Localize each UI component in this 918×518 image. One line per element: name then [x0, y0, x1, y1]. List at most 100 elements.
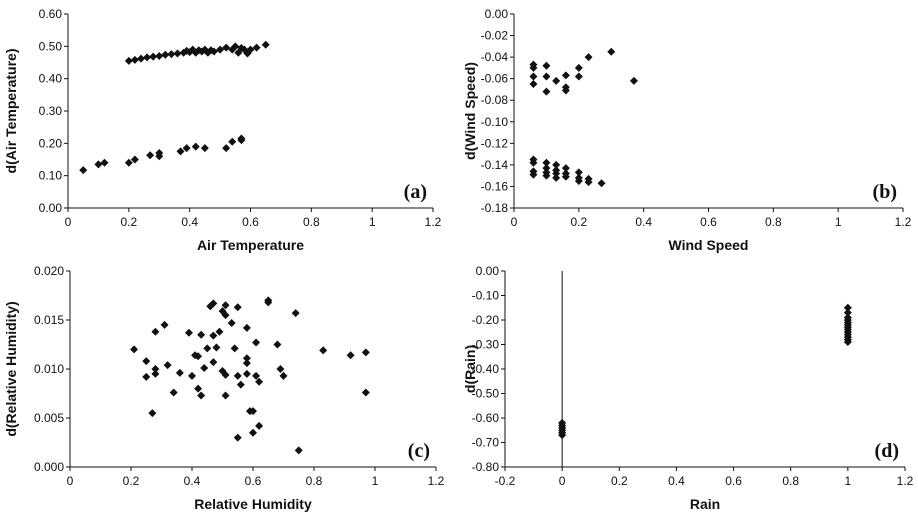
y-tick-label: -0.30: [472, 338, 500, 352]
data-point: [255, 377, 264, 386]
data-point: [182, 144, 191, 153]
data-point: [529, 158, 538, 167]
data-point: [843, 308, 852, 317]
data-point: [151, 327, 160, 336]
x-tick-label: 1.2: [428, 474, 445, 488]
x-tick-label: 1: [835, 215, 842, 229]
data-point: [361, 388, 370, 397]
x-tick-label: 0.4: [668, 474, 685, 488]
data-point: [542, 72, 551, 81]
data-point: [184, 328, 193, 337]
y-tick-label: -0.10: [472, 289, 500, 303]
data-point: [79, 166, 88, 175]
data-point: [584, 178, 593, 187]
y-tick-label: 0.015: [34, 313, 64, 327]
data-point: [252, 338, 261, 347]
data-point: [542, 61, 551, 70]
y-tick-label: -0.10: [481, 115, 509, 129]
panel-label: (b): [873, 181, 897, 203]
data-point: [361, 348, 370, 357]
data-point: [124, 158, 133, 167]
data-point: [561, 164, 570, 173]
data-point: [607, 47, 616, 56]
y-tick-label: -0.80: [472, 460, 500, 474]
y-axis-label: d(Rain): [462, 345, 478, 393]
x-tick-label: 0.6: [242, 215, 259, 229]
y-tick-label: -0.16: [481, 179, 509, 193]
data-point: [200, 144, 209, 153]
chart-panel-d: -0.2 0 0.2 0.4 0.6 0.8 1 1.2-0.80-0.70-0.60-0.5…: [462, 264, 914, 512]
data-point: [237, 134, 246, 143]
data-point: [346, 351, 355, 360]
x-axis-label: Wind Speed: [669, 237, 749, 253]
data-point: [221, 301, 230, 310]
y-tick-label: 0.20: [39, 136, 63, 150]
x-tick-label: 0: [67, 474, 74, 488]
data-point: [169, 388, 178, 397]
data-point: [574, 177, 583, 186]
data-point: [215, 327, 224, 336]
data-point: [151, 365, 160, 373]
y-tick-label: 0.50: [39, 39, 63, 53]
data-point: [231, 42, 240, 51]
data-point: [255, 421, 264, 430]
x-tick-label: 0: [511, 215, 518, 229]
y-tick-label: 0.00: [476, 264, 500, 278]
y-tick-label: -0.20: [472, 313, 500, 327]
data-point: [151, 369, 160, 378]
data-point: [221, 370, 230, 379]
x-tick-label: 0.8: [306, 474, 323, 488]
data-point: [233, 433, 242, 442]
data-point: [142, 357, 151, 366]
data-point: [227, 318, 236, 327]
x-tick-label: 1: [369, 215, 376, 229]
data-point: [529, 63, 538, 72]
data-point: [216, 45, 225, 54]
y-tick-label: 0.30: [39, 104, 63, 118]
y-tick-label: -0.50: [472, 387, 500, 401]
data-point: [197, 391, 206, 400]
y-tick-label: 0.00: [485, 7, 509, 21]
x-tick-label: 0: [65, 215, 72, 229]
data-point: [149, 52, 158, 61]
data-point: [561, 71, 570, 80]
data-point: [242, 354, 251, 363]
data-point: [143, 53, 152, 62]
data-point: [188, 371, 196, 380]
data-point: [228, 137, 237, 146]
y-tick-label: -0.18: [481, 201, 509, 215]
x-tick-label: -0.2: [495, 474, 516, 488]
x-tick-label: 0.2: [123, 474, 140, 488]
data-point: [242, 359, 251, 368]
data-point: [222, 144, 231, 153]
data-point: [137, 54, 145, 63]
data-point: [142, 372, 151, 381]
data-point: [222, 43, 231, 52]
data-point: [529, 72, 538, 81]
panel-label: (c): [408, 440, 430, 462]
data-point: [843, 303, 852, 312]
data-point: [130, 345, 139, 354]
data-point: [146, 151, 155, 160]
y-tick-label: 0.005: [34, 411, 64, 425]
x-tick-label: 0.4: [181, 215, 198, 229]
data-point: [124, 56, 133, 65]
data-point: [558, 431, 567, 440]
panel-label: (d): [875, 440, 899, 462]
data-point: [276, 365, 285, 373]
data-point: [212, 343, 221, 352]
data-point: [210, 47, 218, 56]
data-point: [252, 43, 261, 52]
x-tick-label: 0: [559, 474, 566, 488]
x-tick-label: 0.2: [570, 215, 587, 229]
data-point: [561, 172, 570, 181]
data-point: [252, 371, 261, 380]
data-point: [242, 323, 251, 332]
data-point: [279, 371, 288, 380]
x-tick-label: 0.6: [700, 215, 717, 229]
data-point: [843, 338, 852, 347]
y-tick-label: -0.08: [481, 93, 509, 107]
chart-panel-b: 0 0.2 0.4 0.6 0.8 1 1.2 -0.18 -0.16 -0.14 -0.12 -0.…: [462, 7, 912, 253]
chart-panel-c: 0 0.2 0.4 0.6 0.8 1 1.2 0.000 0.005 0.010 0.015 0.0…: [3, 264, 445, 512]
